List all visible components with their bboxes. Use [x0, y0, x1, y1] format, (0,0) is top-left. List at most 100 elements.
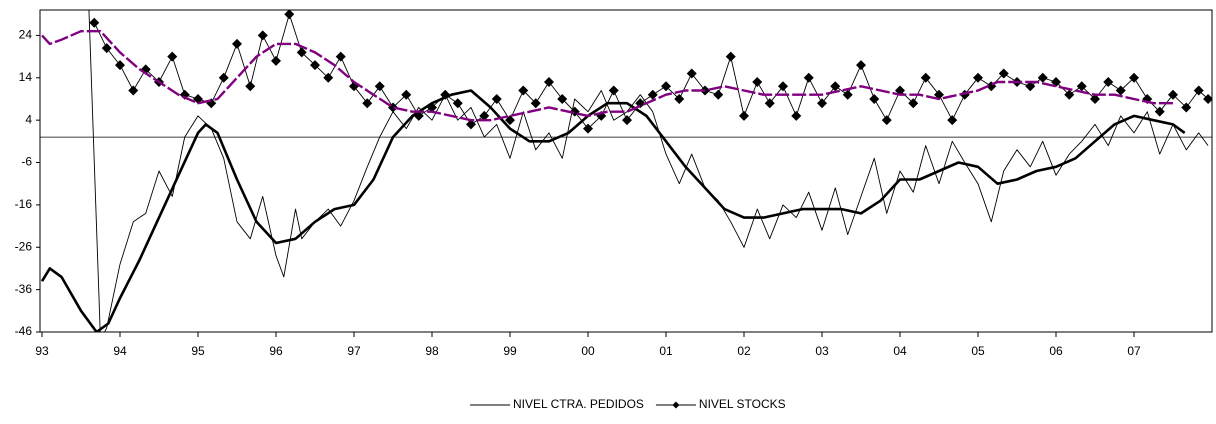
x-tick-label: 93 [35, 344, 49, 358]
marker [920, 72, 931, 83]
y-tick-label: -26 [15, 239, 33, 253]
marker [491, 93, 502, 104]
marker [791, 110, 802, 121]
marker [752, 77, 763, 88]
marker [323, 72, 334, 83]
marker [608, 85, 619, 96]
marker [661, 81, 671, 92]
marker [1115, 85, 1126, 96]
marker [842, 89, 853, 100]
marker [686, 68, 697, 79]
marker [218, 72, 229, 83]
marker [817, 98, 827, 109]
marker [908, 98, 919, 109]
series-line [40, 89, 1186, 332]
marker [674, 93, 685, 104]
marker [1154, 106, 1165, 117]
series-line [93, 13, 1209, 130]
legend-label: NIVEL CTRA. PEDIDOS [513, 397, 644, 411]
marker [310, 60, 320, 71]
marker [856, 60, 866, 71]
marker [803, 72, 814, 83]
marker [647, 89, 658, 100]
series-line [41, 30, 1173, 122]
marker [284, 10, 295, 20]
y-tick-label: 24 [19, 28, 33, 42]
marker [947, 115, 958, 126]
x-tick-label: 05 [971, 344, 985, 358]
marker [167, 51, 178, 62]
marker [401, 89, 412, 100]
marker [1181, 102, 1192, 113]
marker [830, 81, 841, 92]
y-tick-label: -36 [15, 282, 33, 296]
x-tick-label: 97 [347, 344, 361, 358]
x-tick-label: 96 [269, 344, 283, 358]
x-tick-label: 98 [425, 344, 439, 358]
marker [452, 98, 463, 109]
x-tick-label: 01 [659, 344, 673, 358]
marker [1025, 81, 1036, 92]
marker [583, 123, 593, 134]
marker [764, 98, 775, 109]
x-tick-label: 95 [191, 344, 205, 358]
marker [622, 115, 632, 126]
series-line [88, 10, 1209, 332]
marker [440, 89, 451, 100]
marker [973, 72, 983, 83]
marker [128, 85, 139, 96]
marker [1090, 93, 1100, 104]
marker [479, 110, 490, 121]
x-tick-label: 00 [581, 344, 595, 358]
marker [296, 47, 307, 58]
marker [362, 98, 373, 109]
plot-frame [39, 9, 1213, 333]
marker [713, 89, 724, 100]
x-tick-label: 03 [815, 344, 829, 358]
legend-marker [672, 401, 680, 409]
marker [1193, 85, 1204, 96]
marker [413, 110, 424, 121]
marker [998, 68, 1009, 79]
marker [427, 102, 437, 113]
marker [869, 93, 880, 104]
y-tick-label: -6 [21, 155, 32, 169]
marker [335, 51, 346, 62]
marker [881, 115, 892, 126]
marker [557, 93, 568, 104]
marker [466, 119, 476, 130]
marker [1037, 72, 1048, 83]
marker [245, 81, 256, 92]
marker [778, 81, 788, 92]
x-tick-label: 99 [503, 344, 517, 358]
marker [1203, 93, 1212, 104]
marker [115, 60, 125, 71]
marker [725, 51, 736, 62]
marker [101, 43, 112, 54]
marker [257, 30, 268, 41]
x-tick-label: 04 [893, 344, 907, 358]
y-tick-label: -16 [15, 197, 33, 211]
marker [544, 77, 554, 88]
marker [232, 38, 242, 49]
marker [1076, 81, 1087, 92]
marker [530, 98, 541, 109]
marker [1129, 72, 1139, 83]
marker [1103, 77, 1114, 88]
x-tick-label: 02 [737, 344, 751, 358]
marker [271, 55, 281, 66]
marker [89, 17, 100, 28]
y-tick-label: -46 [15, 324, 33, 338]
x-tick-label: 06 [1049, 344, 1063, 358]
x-tick-label: 94 [113, 344, 127, 358]
marker [1064, 89, 1075, 100]
x-tick-label: 07 [1127, 344, 1141, 358]
plot-area [40, 10, 1212, 332]
marker [518, 85, 529, 96]
marker [739, 110, 749, 121]
y-tick-label: 4 [25, 112, 32, 126]
y-tick-label: 14 [19, 70, 33, 84]
legend-label: NIVEL STOCKS [699, 397, 786, 411]
marker [374, 81, 385, 92]
